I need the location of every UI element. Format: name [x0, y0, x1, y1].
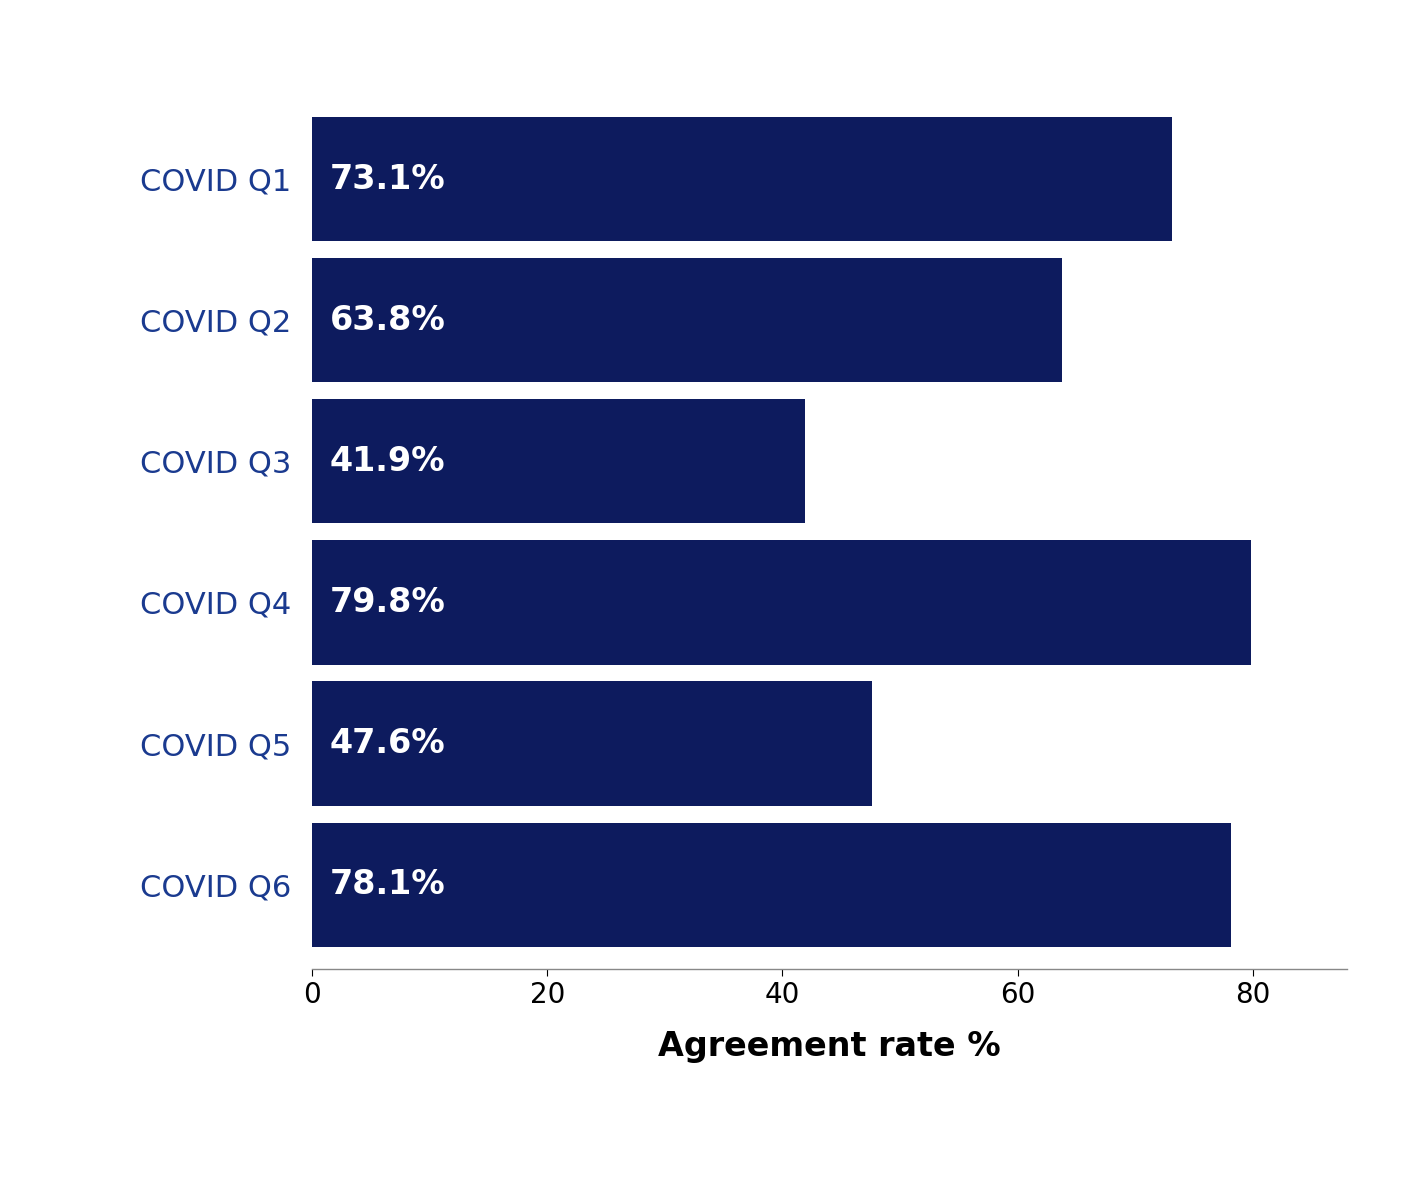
Text: 79.8%: 79.8%	[329, 586, 445, 619]
Text: 41.9%: 41.9%	[329, 444, 445, 478]
Text: 47.6%: 47.6%	[329, 727, 445, 760]
X-axis label: Agreement rate %: Agreement rate %	[658, 1030, 1001, 1063]
Text: 78.1%: 78.1%	[329, 868, 445, 901]
Bar	[312, 540, 1251, 664]
Bar	[312, 400, 805, 524]
Bar	[312, 258, 1062, 382]
Bar	[312, 823, 1231, 947]
Bar	[312, 117, 1171, 241]
Bar	[312, 682, 872, 806]
Text: 73.1%: 73.1%	[329, 163, 445, 196]
Text: 63.8%: 63.8%	[329, 304, 445, 337]
